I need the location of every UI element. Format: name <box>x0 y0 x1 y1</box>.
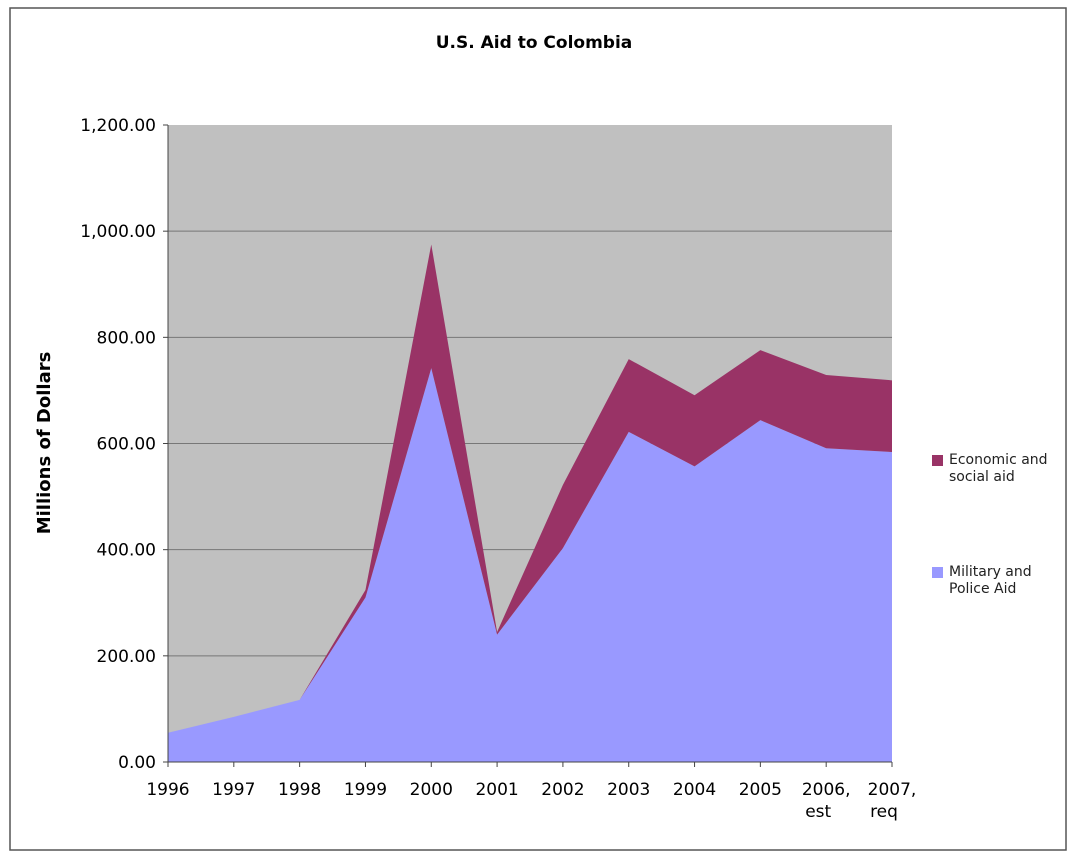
x-tick-label: 2006, est <box>802 780 851 822</box>
y-tick-label: 400.00 <box>97 541 156 561</box>
y-tick-label: 200.00 <box>97 647 156 667</box>
x-tick-label: 2005 <box>739 780 782 800</box>
x-tick-label: 1999 <box>344 780 387 800</box>
x-tick-label: 1996 <box>146 780 189 800</box>
area <box>168 368 892 762</box>
legend-item: Military and Police Aid <box>932 564 1052 598</box>
legend-label: Economic and social aid <box>949 452 1048 485</box>
legend-swatch <box>932 567 943 578</box>
x-tick-label: 1998 <box>278 780 321 800</box>
x-tick-label: 2004 <box>673 780 716 800</box>
y-tick-label: 1,000.00 <box>80 222 156 242</box>
y-tick-label: 600.00 <box>97 435 156 455</box>
x-tick-label: 2007, req <box>868 780 917 822</box>
x-tick-label: 2001 <box>475 780 518 800</box>
x-tick-label: 1997 <box>212 780 255 800</box>
legend-item: Economic and social aid <box>932 452 1052 486</box>
chart-title: U.S. Aid to Colombia <box>436 33 633 53</box>
y-tick-label: 0.00 <box>118 753 156 773</box>
x-tick-label: 2000 <box>410 780 453 800</box>
y-tick-label: 800.00 <box>97 328 156 348</box>
x-tick-label: 2003 <box>607 780 650 800</box>
y-tick-label: 1,200.00 <box>80 116 156 136</box>
x-tick-label: 2002 <box>541 780 584 800</box>
y-axis-title: Millions of Dollars <box>34 352 55 535</box>
legend-label: Military and Police Aid <box>949 564 1032 597</box>
legend-swatch <box>932 455 943 466</box>
